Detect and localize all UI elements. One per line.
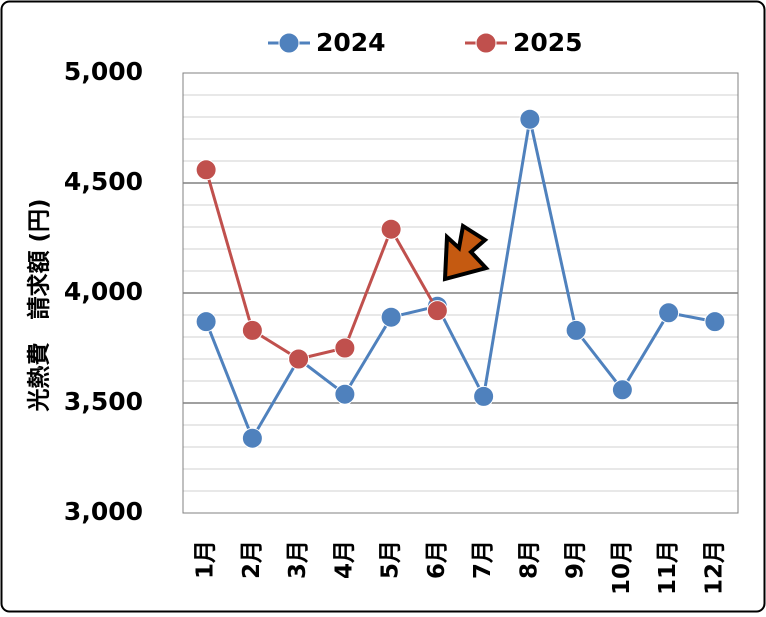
x-tick-label: 7月 (470, 540, 496, 579)
legend-marker (475, 32, 497, 54)
y-tick-label: 4,500 (64, 167, 143, 196)
x-tick-label: 12月 (701, 540, 727, 595)
legend-marker (278, 32, 300, 54)
data-point (565, 319, 587, 341)
y-axis-label: 光熱費 請求額 (円) (26, 198, 53, 412)
arrow-annotation (442, 222, 490, 282)
x-tick-label: 5月 (378, 540, 404, 579)
grid (183, 72, 738, 514)
data-point (426, 300, 448, 322)
y-tick-label: 5,000 (64, 57, 143, 86)
data-point (380, 306, 402, 328)
y-tick-label: 3,000 (64, 497, 143, 526)
legend-label: 2025 (513, 28, 583, 57)
data-point (241, 319, 263, 341)
y-tick-label: 4,000 (64, 277, 143, 306)
data-point (241, 427, 263, 449)
legend-label: 2024 (316, 28, 386, 57)
data-point (658, 302, 680, 324)
data-point (473, 385, 495, 407)
data-point (611, 379, 633, 401)
x-tick-label: 8月 (516, 540, 542, 579)
x-tick-label: 1月 (193, 540, 219, 579)
x-tick-label: 2月 (239, 540, 265, 579)
x-tick-label: 3月 (285, 540, 311, 579)
data-point (380, 218, 402, 240)
series-line (204, 118, 716, 442)
data-point (195, 159, 217, 181)
data-point (519, 108, 541, 130)
x-tick-label: 10月 (609, 540, 635, 595)
data-point (334, 383, 356, 405)
plot-border (182, 72, 739, 514)
y-tick-label: 3,500 (64, 387, 143, 416)
data-point (704, 311, 726, 333)
data-point (288, 348, 310, 370)
x-tick-label: 4月 (331, 540, 357, 579)
x-tick-label: 9月 (563, 540, 589, 579)
x-tick-label: 11月 (655, 540, 681, 595)
data-point (334, 337, 356, 359)
data-point (195, 311, 217, 333)
x-tick-label: 6月 (424, 540, 450, 579)
series-line (204, 169, 439, 361)
